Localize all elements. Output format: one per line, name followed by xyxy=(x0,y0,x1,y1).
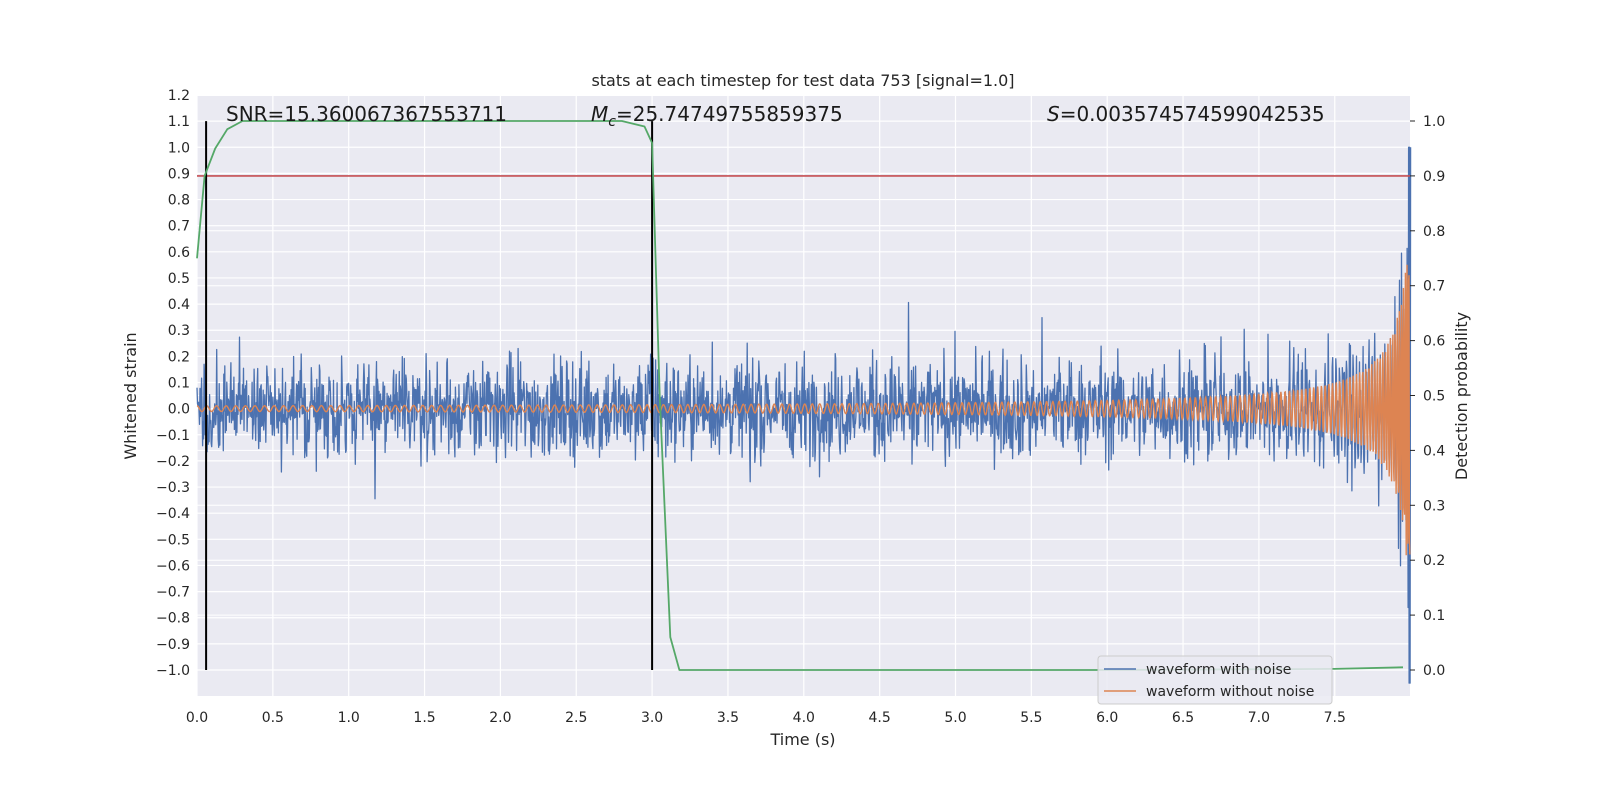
y-tick-label: 0.5 xyxy=(168,271,190,287)
y2-axis-label: Detection probability xyxy=(1452,312,1471,480)
y-tick-label: 0.0 xyxy=(168,402,190,418)
x-axis-label: Time (s) xyxy=(769,730,835,749)
x-tick-label: 6.0 xyxy=(1096,710,1118,726)
x-tick-label: 1.0 xyxy=(338,710,360,726)
legend: waveform with noise waveform without noi… xyxy=(1097,655,1333,705)
legend-box xyxy=(1097,655,1333,705)
y2-tick-label: 0.6 xyxy=(1423,334,1445,350)
clean-waveform-line xyxy=(196,264,1411,556)
y-tick-label: −0.6 xyxy=(156,558,190,574)
chirp-mass-value: =25.74749755859375 xyxy=(616,102,843,126)
y-tick-label: 0.1 xyxy=(168,376,190,392)
y-tick-label: 0.7 xyxy=(168,219,190,235)
y2-tick-label: 0.8 xyxy=(1423,224,1445,240)
x-tick-label: 2.0 xyxy=(489,710,511,726)
y2-tick-label: 1.0 xyxy=(1423,114,1445,130)
snr-annotation: SNR=15.360067367553711 xyxy=(226,102,507,126)
x-tick-label: 7.5 xyxy=(1324,710,1346,726)
y-tick-label: −0.4 xyxy=(156,506,190,522)
noisy-waveform-line xyxy=(196,146,1412,684)
y-tick-label: 0.3 xyxy=(168,323,190,339)
chirp-mass-symbol: M xyxy=(591,102,608,126)
y-tick-label: −0.5 xyxy=(156,532,190,548)
y-tick-label: 0.4 xyxy=(168,297,190,313)
x-tick-label: 5.5 xyxy=(1020,710,1042,726)
x-tick-label: 4.0 xyxy=(793,710,815,726)
x-tick-label: 5.0 xyxy=(944,710,966,726)
y-tick-label: −1.0 xyxy=(156,663,190,679)
y2-tick-label: 0.5 xyxy=(1423,389,1445,405)
x-tick-label: 4.5 xyxy=(869,710,891,726)
y-tick-label: −0.1 xyxy=(156,428,190,444)
y-tick-label: 1.0 xyxy=(168,140,190,156)
y2-tick-label: 0.1 xyxy=(1423,608,1445,624)
y-tick-labels: 1.2 1.1 1.0 0.9 0.8 0.7 0.6 0.5 0.4 0.3 0.2 0.1 0.0 −… xyxy=(156,88,190,679)
vline-layer xyxy=(205,121,654,670)
y-tick-label: 0.2 xyxy=(168,349,190,365)
detection-probability-line xyxy=(196,120,1404,671)
y-tick-label: 1.2 xyxy=(168,88,190,104)
chirp-mass-subscript: c xyxy=(608,114,616,130)
x-tick-labels: 0.0 0.5 1.0 1.5 2.0 2.5 3.0 3.5 4.0 4.5 5.0 5.5 6.0 6… xyxy=(186,710,1346,726)
x-tick-label: 7.0 xyxy=(1248,710,1270,726)
y-tick-label: −0.9 xyxy=(156,637,190,653)
y2-tick-label: 0.7 xyxy=(1423,279,1445,295)
chart-title: stats at each timestep for test data 753… xyxy=(591,71,1014,90)
chirp-mass-annotation: Mc=25.74749755859375 xyxy=(591,102,843,130)
x-tick-label: 1.5 xyxy=(413,710,435,726)
y2-tick-labels: 1.0 0.9 0.8 0.7 0.6 0.5 0.4 0.3 0.2 0.1 0.0 xyxy=(1410,114,1445,679)
s-value: =0.003574574599042535 xyxy=(1060,102,1325,126)
s-annotation: S=0.003574574599042535 xyxy=(1047,102,1325,126)
prob-layer xyxy=(196,120,1404,671)
y-tick-label: 1.1 xyxy=(168,114,190,130)
y2-tick-label: 0.3 xyxy=(1423,498,1445,514)
y2-tick-label: 0.9 xyxy=(1423,169,1445,185)
x-tick-label: 0.5 xyxy=(262,710,284,726)
y-tick-label: 0.9 xyxy=(168,166,190,182)
s-symbol: S xyxy=(1047,102,1060,126)
y-tick-label: −0.7 xyxy=(156,585,190,601)
y-tick-label: −0.2 xyxy=(156,454,190,470)
x-tick-label: 0.0 xyxy=(186,710,208,726)
y-tick-label: −0.3 xyxy=(156,480,190,496)
clean-layer xyxy=(196,264,1411,556)
legend-label-clean: waveform without noise xyxy=(1146,684,1314,700)
y-axis-label: Whitened strain xyxy=(121,332,140,459)
x-tick-label: 3.0 xyxy=(641,710,663,726)
y-tick-label: 0.8 xyxy=(168,193,190,209)
y2-tick-label: 0.0 xyxy=(1423,663,1445,679)
x-tick-label: 3.5 xyxy=(717,710,739,726)
x-tick-label: 2.5 xyxy=(565,710,587,726)
y-tick-label: −0.8 xyxy=(156,611,190,627)
y2-tick-label: 0.2 xyxy=(1423,553,1445,569)
y2-tick-label: 0.4 xyxy=(1423,443,1445,459)
legend-label-noise: waveform with noise xyxy=(1146,662,1291,678)
noise-layer xyxy=(196,146,1412,684)
x-tick-label: 6.5 xyxy=(1172,710,1194,726)
y-tick-label: 0.6 xyxy=(168,245,190,261)
